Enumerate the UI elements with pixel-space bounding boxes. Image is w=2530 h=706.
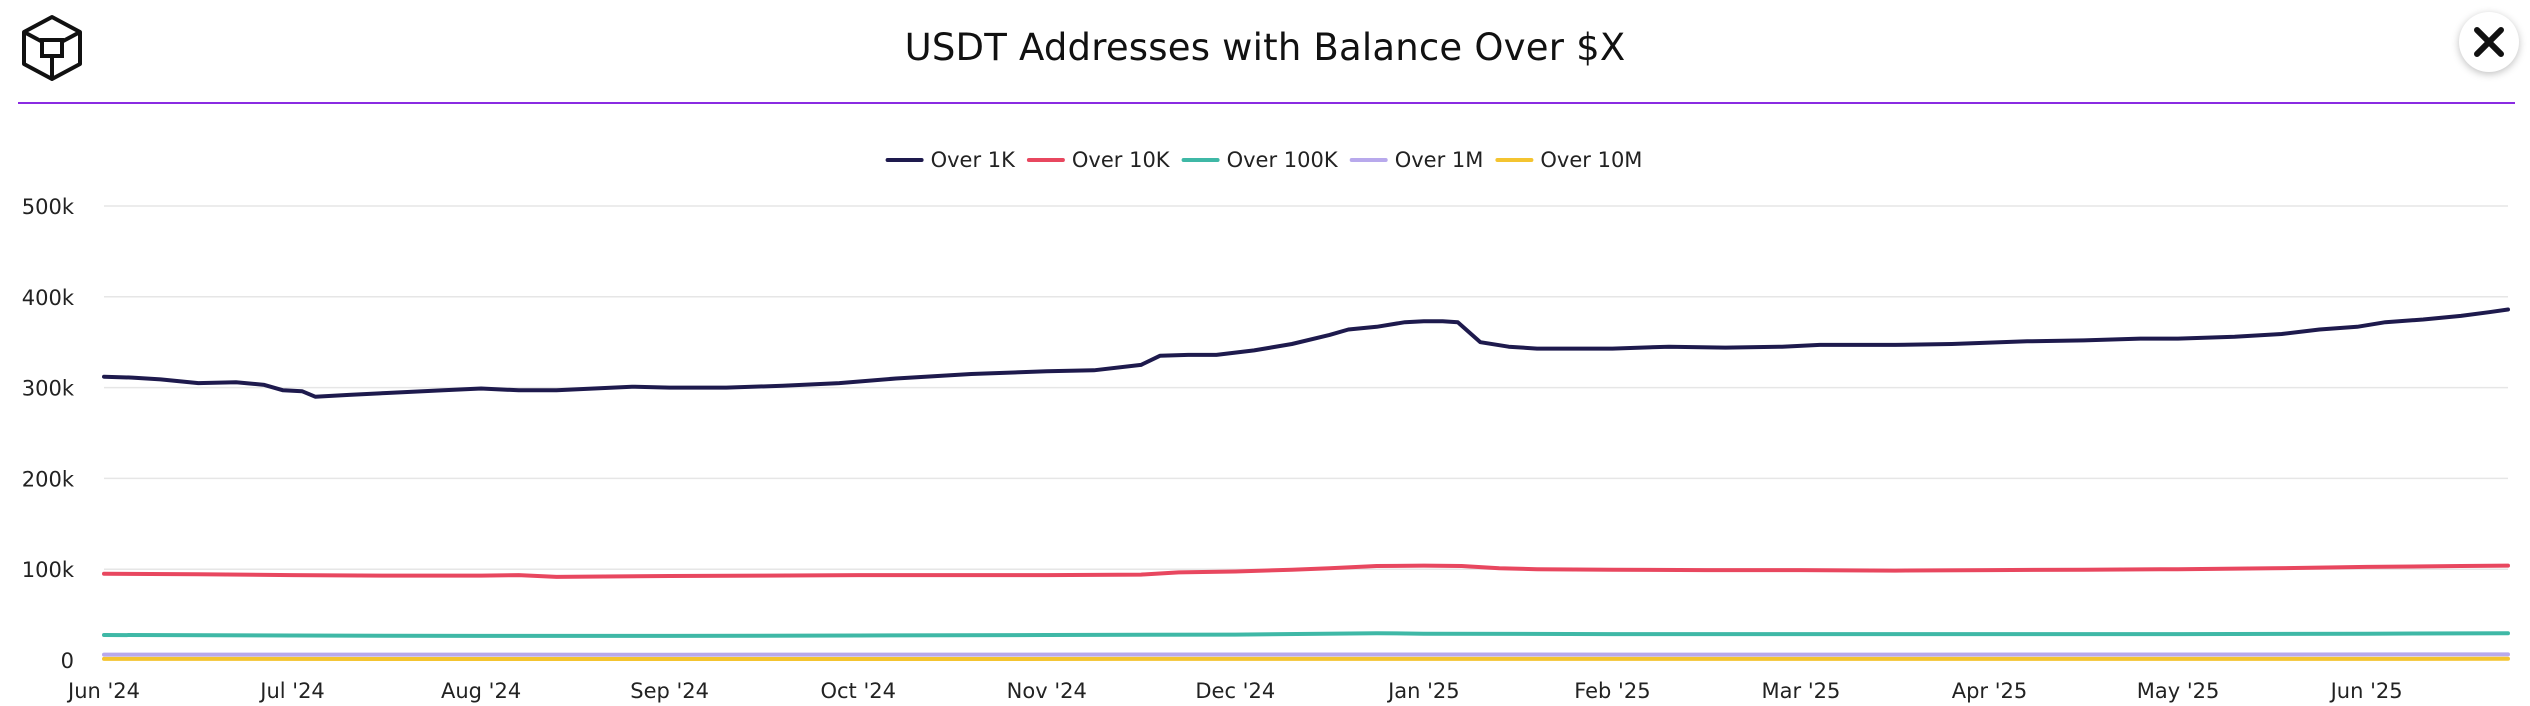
x-tick-label: Oct '24: [820, 679, 895, 703]
x-tick-label: Feb '25: [1574, 679, 1650, 703]
y-tick-label: 0: [61, 649, 74, 673]
series-lines: [102, 307, 2510, 661]
x-tick-label: Sep '24: [630, 679, 709, 703]
legend-item-over-10k[interactable]: Over 10K: [1026, 148, 1171, 172]
x-tick-label: May '25: [2137, 679, 2220, 703]
y-axis-ticks: 0 100k 200k 300k 400k 500k: [22, 195, 75, 673]
x-tick-label: Nov '24: [1007, 679, 1087, 703]
x-tick-label: Apr '25: [1952, 679, 2028, 703]
x-axis-ticks: Jun '24 Jul '24 Aug '24 Sep '24 Oct '24 Nov '…: [66, 679, 2403, 703]
series-line-over-10k[interactable]: [102, 563, 2510, 579]
legend-label: Over 10K: [1072, 148, 1171, 172]
x-tick-label: Mar '25: [1762, 679, 1841, 703]
legend-label: Over 1K: [931, 148, 1017, 172]
close-button[interactable]: [2459, 12, 2519, 72]
x-tick-label: Jan '25: [1386, 679, 1460, 703]
legend-label: Over 10M: [1540, 148, 1642, 172]
legend-item-over-1m[interactable]: Over 1M: [1349, 148, 1484, 172]
y-tick-label: 500k: [22, 195, 75, 219]
y-tick-label: 300k: [22, 377, 75, 401]
series-line-over-1k[interactable]: [102, 307, 2510, 399]
x-tick-label: Aug '24: [441, 679, 521, 703]
chart-legend: Over 1K Over 10K Over 100K Over 1M Over 10M: [885, 148, 1642, 172]
y-tick-label: 400k: [22, 286, 75, 310]
header-divider: [18, 102, 2515, 104]
chart-header: USDT Addresses with Balance Over $X: [0, 0, 2530, 104]
x-tick-label: Jun '24: [66, 679, 140, 703]
page-title: USDT Addresses with Balance Over $X: [904, 26, 1626, 69]
block-logo-icon[interactable]: [18, 14, 86, 82]
x-tick-label: Dec '24: [1195, 679, 1275, 703]
close-icon: [2474, 27, 2504, 57]
x-tick-label: Jul '24: [258, 679, 325, 703]
y-tick-label: 100k: [22, 558, 75, 582]
legend-label: Over 100K: [1227, 148, 1339, 172]
legend-item-over-10m[interactable]: Over 10M: [1495, 148, 1642, 172]
legend-item-over-1k[interactable]: Over 1K: [885, 148, 1017, 172]
x-tick-label: Jun '25: [2329, 679, 2403, 703]
series-line-over-100k[interactable]: [102, 631, 2510, 638]
legend-item-over-100k[interactable]: Over 100K: [1181, 148, 1339, 172]
y-tick-label: 200k: [22, 467, 75, 491]
legend-label: Over 1M: [1395, 148, 1484, 172]
